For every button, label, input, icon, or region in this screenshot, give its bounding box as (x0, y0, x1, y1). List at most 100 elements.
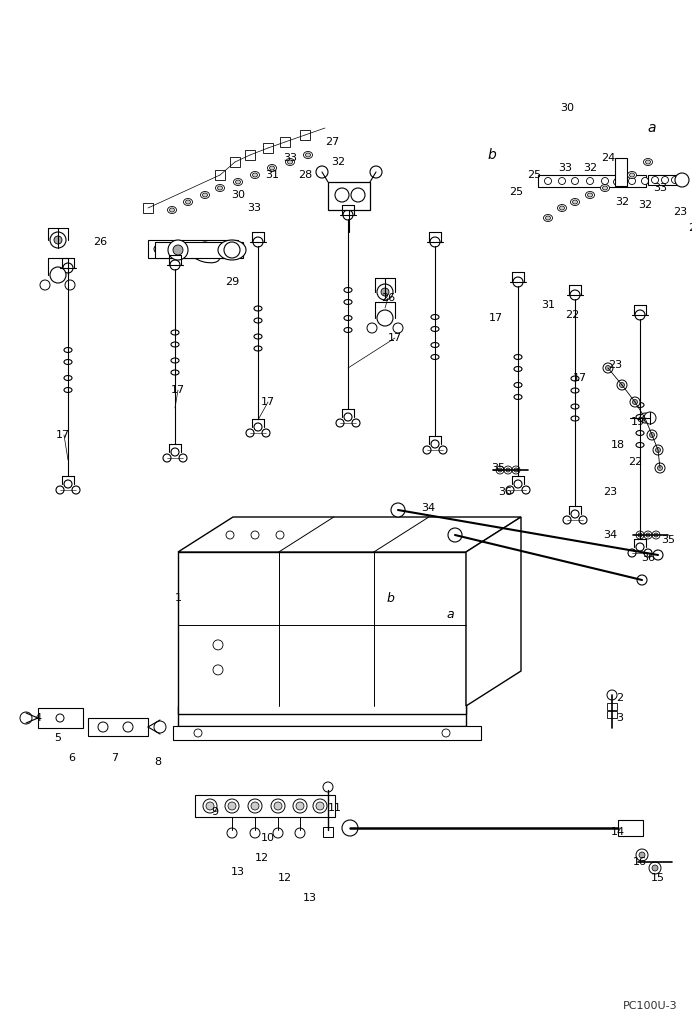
Ellipse shape (603, 186, 608, 190)
Circle shape (173, 245, 183, 254)
Circle shape (650, 433, 655, 438)
Circle shape (617, 380, 627, 390)
Circle shape (227, 828, 237, 838)
Circle shape (671, 176, 678, 183)
Ellipse shape (571, 376, 579, 381)
Circle shape (271, 799, 285, 813)
Text: 9: 9 (212, 807, 219, 817)
Circle shape (226, 531, 234, 539)
Text: 21: 21 (691, 240, 692, 250)
Bar (300, 130, 310, 140)
Text: 17: 17 (56, 430, 70, 440)
Circle shape (603, 363, 613, 373)
Ellipse shape (514, 366, 522, 372)
Ellipse shape (646, 160, 650, 164)
Circle shape (262, 429, 270, 437)
Circle shape (72, 486, 80, 494)
Text: 35: 35 (491, 463, 505, 473)
Circle shape (370, 166, 382, 178)
Circle shape (293, 799, 307, 813)
Circle shape (642, 415, 648, 420)
Circle shape (496, 466, 504, 474)
Text: 14: 14 (611, 827, 625, 837)
Circle shape (211, 245, 219, 253)
Text: 23: 23 (673, 207, 687, 217)
Bar (215, 170, 225, 180)
Ellipse shape (235, 180, 241, 184)
Text: 13: 13 (303, 893, 317, 903)
Text: 12: 12 (255, 853, 269, 863)
Circle shape (64, 480, 72, 488)
Text: 36: 36 (498, 487, 512, 497)
Text: 19: 19 (631, 417, 645, 427)
Text: 17: 17 (261, 397, 275, 407)
Text: 32: 32 (638, 200, 652, 210)
Ellipse shape (514, 383, 522, 388)
Text: 17: 17 (171, 385, 185, 395)
Ellipse shape (253, 173, 257, 177)
Circle shape (351, 188, 365, 202)
Ellipse shape (190, 247, 219, 263)
Circle shape (316, 166, 328, 178)
Bar (155, 242, 243, 258)
Bar (618, 821, 643, 836)
Text: 32: 32 (331, 157, 345, 167)
Text: 12: 12 (278, 873, 292, 883)
Text: 16: 16 (633, 857, 647, 867)
Circle shape (367, 323, 377, 333)
Text: 23: 23 (608, 360, 622, 370)
Bar (230, 157, 240, 167)
Circle shape (54, 236, 62, 244)
Ellipse shape (615, 180, 621, 184)
Ellipse shape (601, 184, 610, 191)
Circle shape (213, 640, 223, 649)
Circle shape (171, 245, 179, 253)
Bar (173, 726, 481, 740)
Circle shape (274, 802, 282, 810)
Circle shape (254, 423, 262, 431)
Bar (323, 827, 333, 837)
Circle shape (316, 802, 324, 810)
Circle shape (628, 177, 635, 184)
Circle shape (63, 263, 73, 273)
Text: 33: 33 (247, 203, 261, 213)
Ellipse shape (571, 404, 579, 409)
Ellipse shape (344, 299, 352, 304)
Text: 25: 25 (509, 187, 523, 197)
Ellipse shape (254, 318, 262, 323)
Ellipse shape (431, 315, 439, 320)
Ellipse shape (254, 346, 262, 351)
Circle shape (636, 543, 644, 551)
Text: 34: 34 (421, 503, 435, 513)
Circle shape (636, 849, 648, 861)
Text: 23: 23 (603, 487, 617, 497)
Circle shape (253, 237, 263, 247)
Circle shape (647, 430, 657, 440)
Text: 25: 25 (527, 170, 541, 180)
Bar (607, 703, 617, 710)
Circle shape (614, 177, 621, 184)
Ellipse shape (287, 160, 293, 164)
Ellipse shape (431, 327, 439, 332)
Ellipse shape (558, 205, 567, 212)
Circle shape (644, 412, 656, 425)
Circle shape (98, 722, 108, 732)
Text: 8: 8 (154, 757, 161, 767)
Circle shape (296, 802, 304, 810)
Text: 28: 28 (298, 170, 312, 180)
Text: 27: 27 (325, 137, 339, 147)
Circle shape (56, 714, 64, 722)
Circle shape (675, 173, 689, 187)
Text: 3: 3 (617, 713, 623, 723)
Ellipse shape (304, 152, 313, 159)
Circle shape (123, 722, 133, 732)
Circle shape (504, 466, 512, 474)
Circle shape (448, 528, 462, 542)
Circle shape (342, 821, 358, 836)
Text: 15: 15 (651, 873, 665, 883)
Ellipse shape (233, 178, 242, 185)
Circle shape (572, 177, 579, 184)
Circle shape (198, 242, 212, 256)
Circle shape (206, 802, 214, 810)
Circle shape (654, 533, 658, 538)
